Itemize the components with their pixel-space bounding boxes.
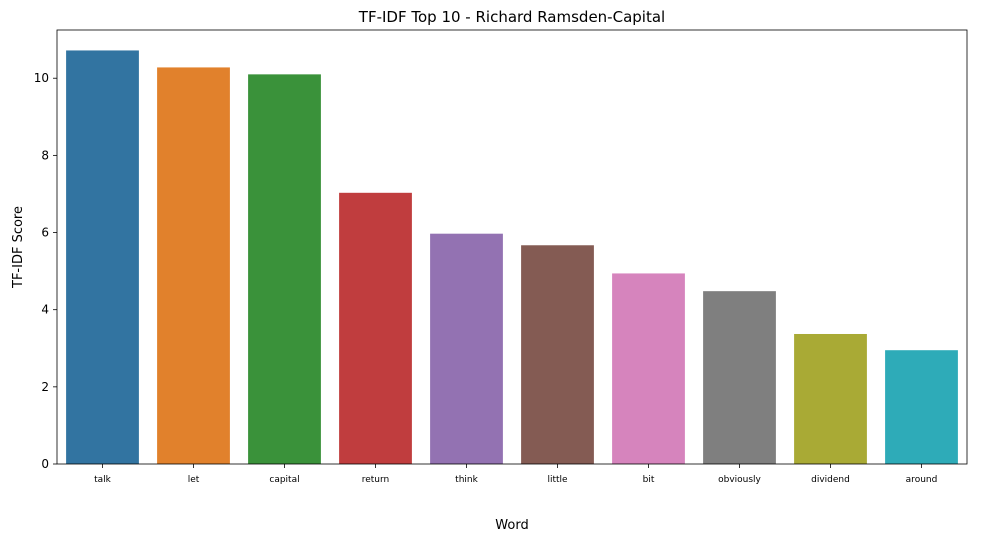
x-tick-label: capital: [269, 475, 299, 485]
plot-area: [66, 50, 958, 465]
bar-dividend: [794, 333, 867, 464]
bar-obviously: [703, 291, 776, 464]
y-tick-label: 10: [34, 71, 49, 85]
bar-around: [885, 350, 958, 464]
y-tick-label: 4: [41, 303, 49, 317]
y-tick-label: 6: [41, 226, 49, 240]
y-tick-label: 0: [41, 457, 49, 471]
y-tick-label: 8: [41, 148, 49, 162]
x-axis: talk let capital return think little bit obviou…: [94, 464, 937, 485]
x-tick-label: think: [455, 475, 478, 485]
bar-capital: [248, 74, 321, 465]
chart-title: TF-IDF Top 10 - Richard Ramsden-Capital: [358, 8, 665, 26]
bar-talk: [66, 50, 139, 464]
x-tick-label: around: [906, 475, 938, 485]
x-tick-label: return: [362, 475, 390, 485]
x-tick-label: obviously: [718, 475, 761, 485]
x-tick-label: dividend: [811, 475, 850, 485]
bar-think: [430, 233, 503, 464]
y-axis-label: TF-IDF Score: [11, 206, 26, 289]
bar-let: [157, 67, 230, 465]
y-tick-label: 2: [41, 380, 49, 394]
bar-little: [521, 245, 594, 464]
x-tick-label: let: [188, 475, 200, 485]
x-tick-label: little: [547, 475, 568, 485]
plot-frame: [56, 29, 968, 465]
bar-return: [339, 192, 412, 465]
x-axis-label: Word: [495, 518, 528, 533]
x-tick-label: bit: [643, 475, 655, 485]
y-axis: 0 2 4 6 8 10: [34, 71, 57, 471]
bar-bit: [612, 273, 685, 464]
x-tick-label: talk: [94, 475, 112, 485]
